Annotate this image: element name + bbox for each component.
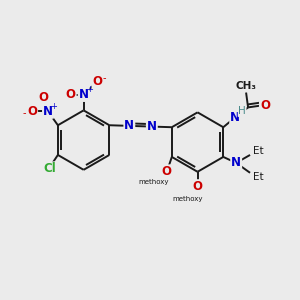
Text: methoxy: methoxy [139, 179, 169, 185]
Text: N: N [147, 120, 157, 133]
Text: N: N [230, 111, 240, 124]
Text: -: - [22, 108, 26, 118]
Text: -: - [103, 73, 106, 83]
Text: +: + [86, 85, 93, 94]
Text: O: O [260, 99, 270, 112]
Text: N: N [79, 88, 88, 101]
Text: Cl: Cl [44, 162, 56, 175]
Text: +: + [50, 102, 57, 111]
Text: O: O [162, 165, 172, 178]
Text: H: H [238, 106, 246, 116]
Text: O: O [92, 75, 103, 88]
Text: O: O [27, 105, 37, 118]
Text: methoxy: methoxy [172, 196, 203, 202]
Text: O: O [66, 88, 76, 101]
Text: Et: Et [253, 172, 263, 182]
Text: Et: Et [253, 146, 263, 156]
Text: CH₃: CH₃ [236, 81, 256, 91]
Text: N: N [231, 156, 241, 170]
Text: O: O [38, 91, 48, 104]
Text: N: N [124, 119, 134, 132]
Text: N: N [43, 105, 53, 118]
Text: O: O [193, 180, 202, 193]
